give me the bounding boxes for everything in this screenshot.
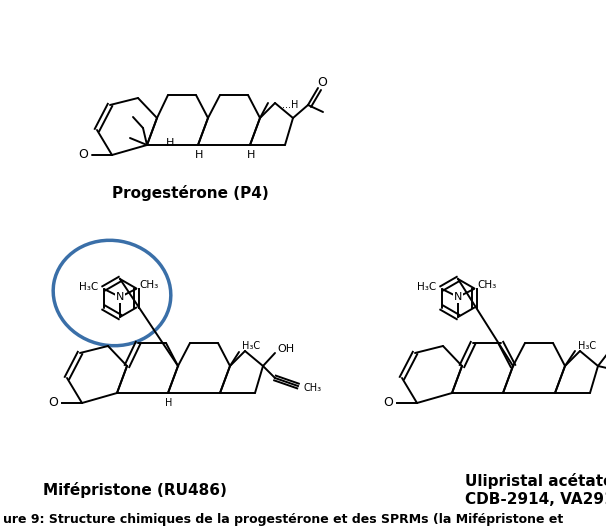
- Text: H₃C: H₃C: [242, 341, 260, 351]
- Text: H: H: [166, 138, 174, 148]
- Text: CH₃: CH₃: [303, 383, 321, 393]
- Text: O: O: [383, 396, 393, 410]
- Text: N: N: [116, 292, 124, 302]
- Text: Mifépristone (RU486): Mifépristone (RU486): [43, 482, 227, 498]
- Text: H: H: [247, 150, 255, 160]
- Text: O: O: [78, 148, 88, 162]
- Text: ...H: ...H: [282, 100, 298, 110]
- Text: N: N: [454, 292, 462, 302]
- Text: H₃C: H₃C: [417, 282, 436, 292]
- Text: O: O: [317, 77, 327, 89]
- Text: CH₃: CH₃: [139, 280, 158, 290]
- Text: H₃C: H₃C: [578, 341, 596, 351]
- Text: OH: OH: [277, 344, 294, 354]
- Text: H: H: [165, 398, 173, 408]
- Text: Ulipristal acétate (UPA,
CDB-2914, VA2914): Ulipristal acétate (UPA, CDB-2914, VA291…: [465, 473, 606, 506]
- Text: O: O: [48, 396, 58, 410]
- Text: H₃C: H₃C: [79, 282, 98, 292]
- Text: H: H: [195, 150, 203, 160]
- Text: Progestérone (P4): Progestérone (P4): [112, 185, 268, 201]
- Text: CH₃: CH₃: [477, 280, 496, 290]
- Text: ure 9: Structure chimiques de la progestérone et des SPRMs (la Mifépristone et: ure 9: Structure chimiques de la progest…: [3, 513, 563, 527]
